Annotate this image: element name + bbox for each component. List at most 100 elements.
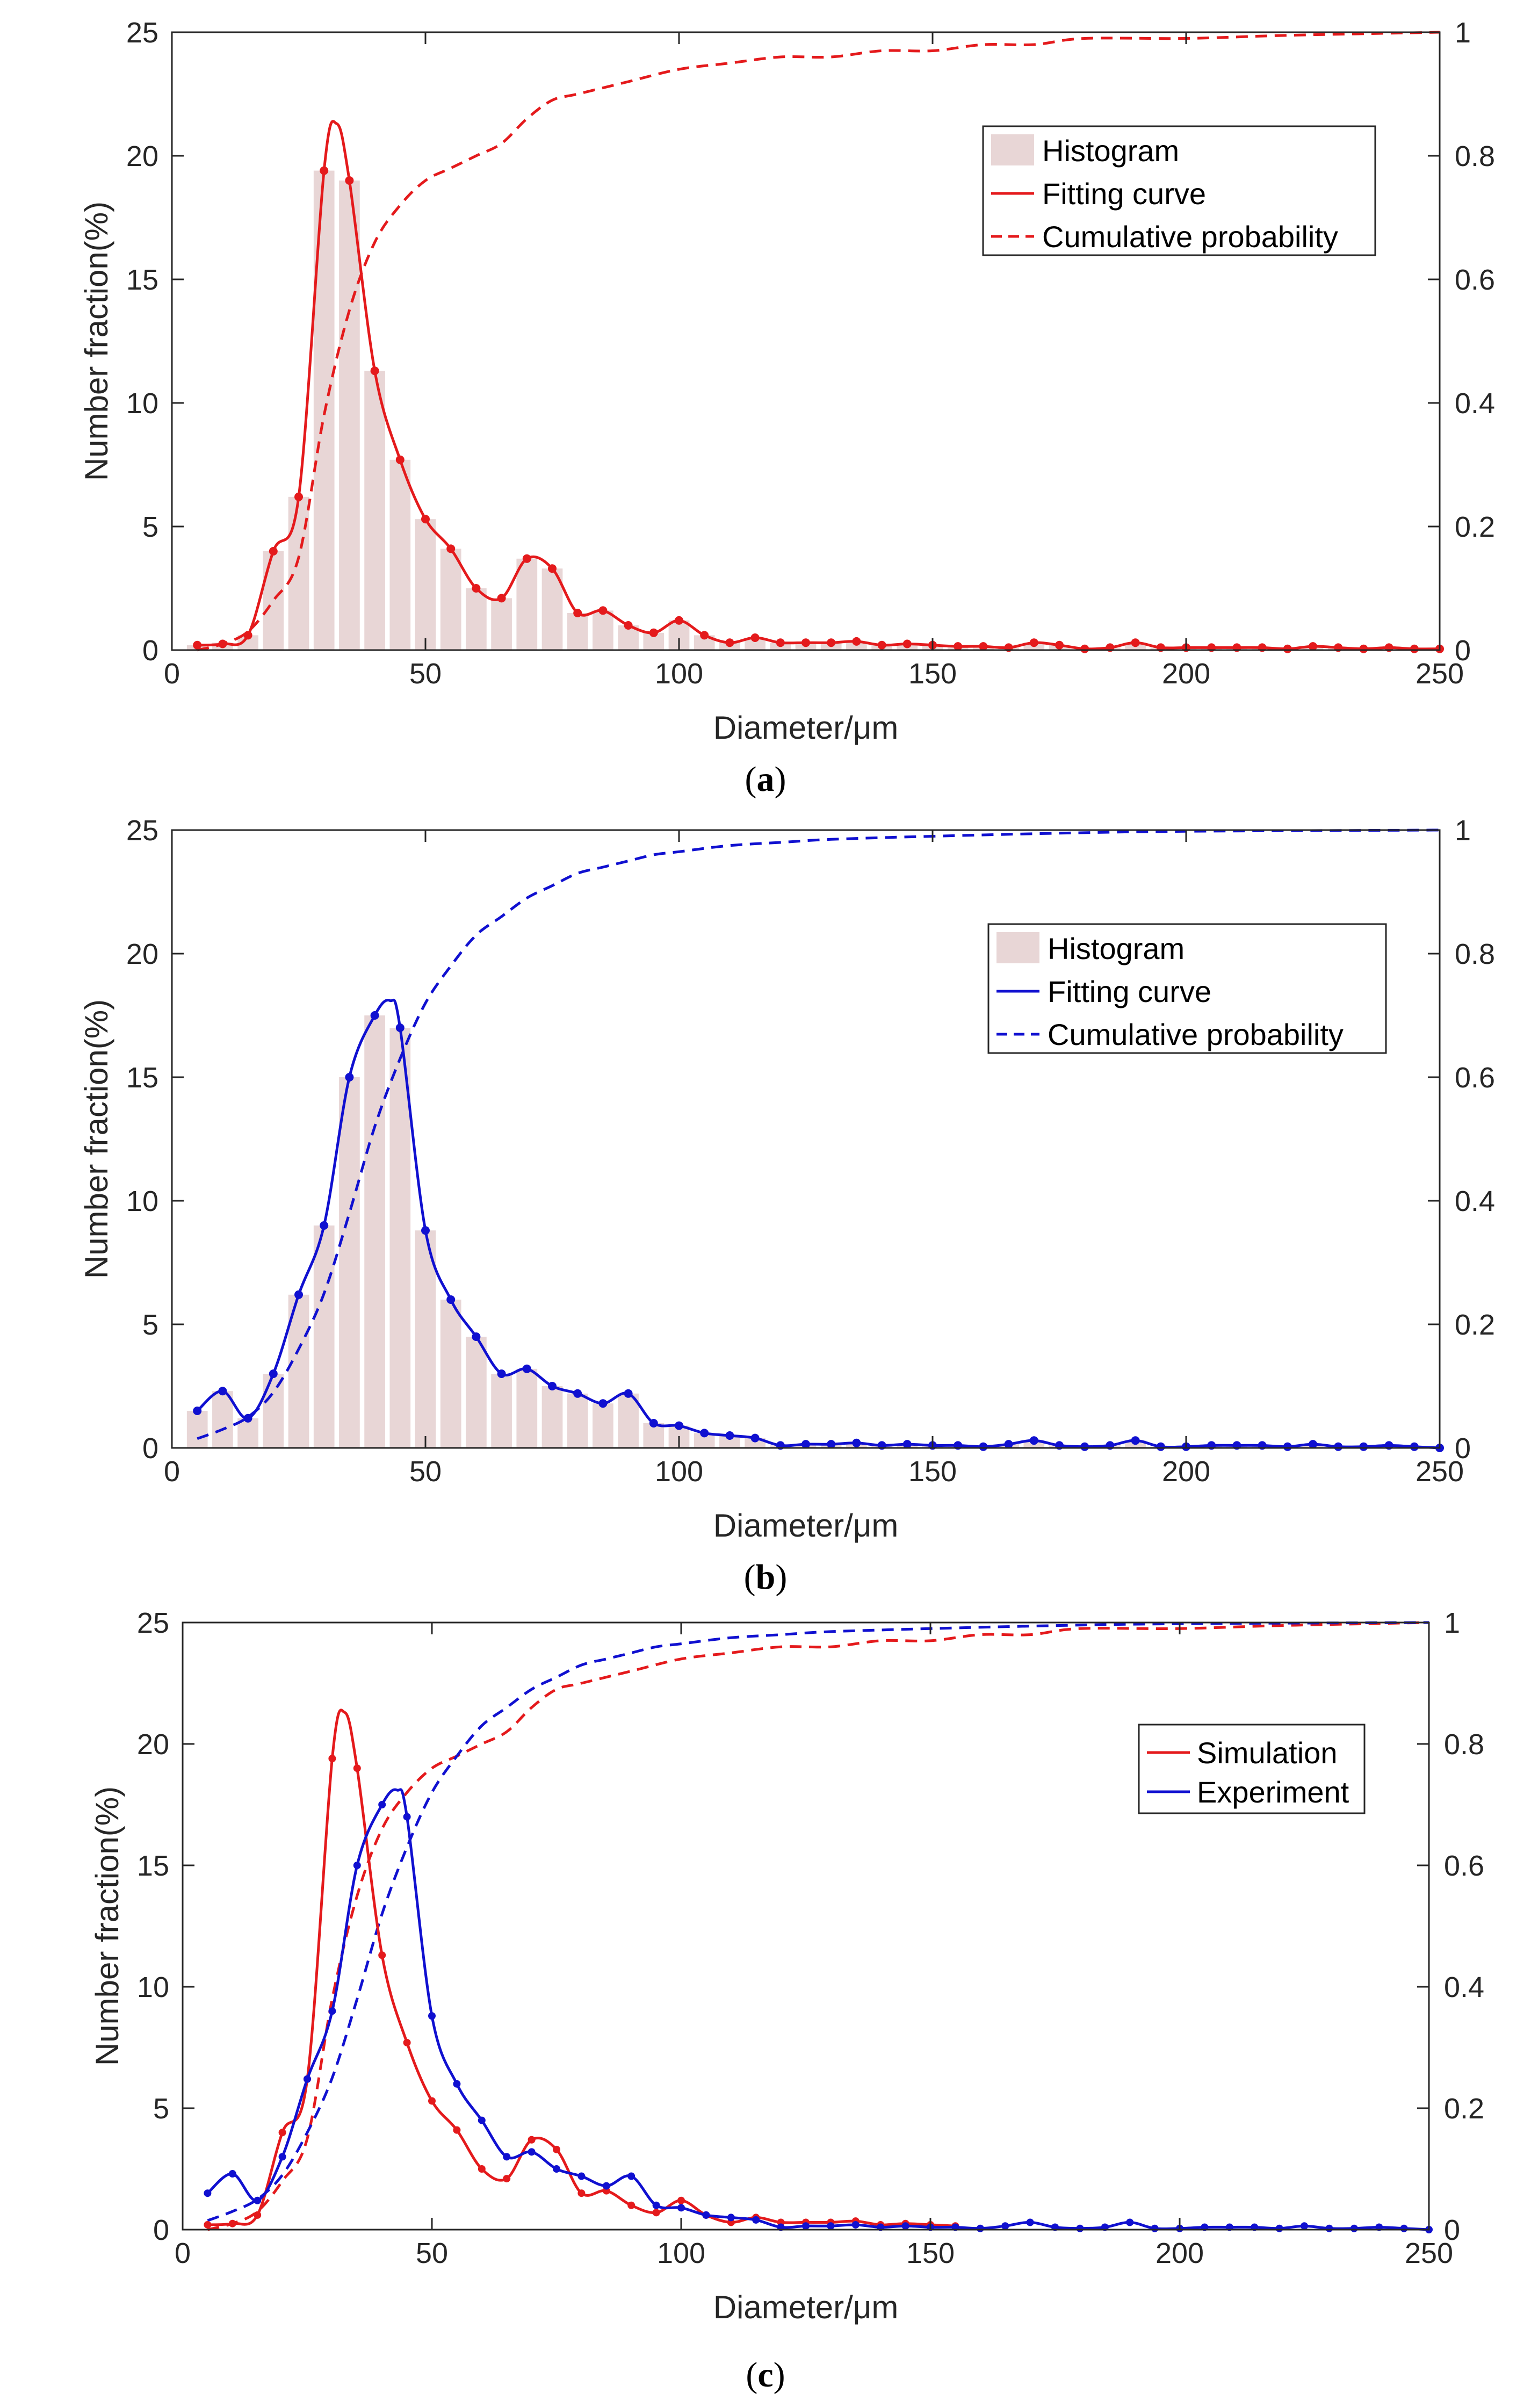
- y-tick-label: 15: [126, 1062, 158, 1094]
- fitting-curve-point: [801, 1440, 810, 1449]
- fitting-curve-point: [675, 616, 683, 625]
- fitting-curve-point: [345, 176, 354, 185]
- histogram-bar: [339, 181, 360, 650]
- panel-letter: c: [757, 2355, 773, 2395]
- fitting-curve-point: [750, 633, 760, 642]
- simulation-point: [553, 2145, 560, 2153]
- histogram-bar: [745, 638, 766, 650]
- y-tick-label: 25: [137, 1607, 169, 1639]
- experiment-point: [577, 2172, 586, 2180]
- y-tick-labels-c: 0 5 10 15 20 25: [137, 1607, 169, 2246]
- fitting-curve-point: [1080, 644, 1089, 653]
- fitting-curve-point: [421, 1226, 430, 1235]
- experiment-fitting-line: [206, 1788, 1429, 2231]
- plot-marks-a: [186, 31, 1444, 653]
- histogram-bar: [491, 1374, 512, 1448]
- y2-tick-label: 0.2: [1444, 2093, 1484, 2125]
- x-tick-label: 100: [655, 1455, 703, 1488]
- y2-tick-label: 0.4: [1455, 387, 1495, 420]
- experiment-point: [677, 2204, 685, 2212]
- histogram-bar: [364, 1015, 385, 1448]
- fitting-curve-point: [446, 1295, 456, 1304]
- x-tick-label: 250: [1416, 1455, 1464, 1488]
- y2-tick-label: 0.6: [1444, 1850, 1484, 1882]
- legend-label-experiment: Experiment: [1197, 1775, 1349, 1809]
- fitting-curve-point: [395, 1023, 405, 1032]
- fitting-curve-point: [852, 637, 861, 646]
- experiment-point: [851, 2220, 860, 2229]
- fitting-curve-point: [827, 1440, 836, 1449]
- histogram-bar: [516, 558, 538, 650]
- panel-paren: (: [746, 2355, 757, 2395]
- plot-frame-a: [171, 31, 1441, 651]
- experiment-point: [428, 2012, 436, 2020]
- panel-paren: (: [744, 1558, 756, 1597]
- fitting-curve-point: [395, 455, 405, 464]
- x-tick-label: 150: [906, 2237, 955, 2269]
- fitting-curve-point: [320, 1221, 329, 1230]
- experiment-point: [1001, 2222, 1009, 2230]
- x-tick-label: 0: [164, 1455, 180, 1488]
- simulation-point: [228, 2219, 236, 2227]
- y2-tick-label: 0: [1455, 1432, 1471, 1465]
- x-tick-label: 100: [655, 658, 703, 690]
- histogram-bar: [212, 1391, 233, 1448]
- y2-tick-label: 0.4: [1444, 1971, 1484, 2003]
- fitting-curve-point: [370, 1011, 379, 1020]
- legend-box: [982, 125, 1376, 256]
- experiment-point: [528, 2148, 536, 2156]
- experiment-point: [328, 2007, 336, 2015]
- histogram-bar: [263, 551, 284, 650]
- fitting-curve-point: [725, 1431, 734, 1440]
- x-tick-label: 0: [175, 2237, 191, 2269]
- y2-tick-label: 1: [1455, 814, 1471, 847]
- fitting-curve-point: [294, 1290, 303, 1299]
- y-tick-label: 25: [126, 17, 158, 49]
- fitting-curve-point: [497, 1369, 506, 1378]
- fitting-curve-point: [1283, 1442, 1292, 1451]
- fitting-curve-point: [573, 1389, 582, 1398]
- experiment-point: [353, 1862, 361, 1869]
- y2-tick-label: 0.2: [1455, 511, 1495, 543]
- cumulative-probability-line: [197, 31, 1440, 652]
- y-tick-label: 5: [142, 511, 158, 543]
- x-tick-label: 250: [1416, 658, 1464, 690]
- panel-paren: (: [745, 760, 757, 799]
- y-axis-label-a: Number fraction(%): [78, 201, 114, 481]
- fitting-curve-point: [472, 584, 481, 593]
- fitting-curve-point: [1309, 1440, 1317, 1449]
- experiment-point: [827, 2222, 835, 2230]
- experiment-point: [1151, 2224, 1159, 2232]
- fitting-curve-point: [1055, 640, 1064, 650]
- y2-tick-label: 0.4: [1455, 1185, 1495, 1217]
- simulation-point: [353, 1764, 361, 1772]
- x-tick-label: 100: [657, 2237, 705, 2269]
- x-tick-label: 0: [164, 658, 180, 690]
- fitting-curve-point: [421, 515, 430, 524]
- fitting-curve-point: [827, 638, 836, 647]
- y2-tick-label: 0.6: [1455, 264, 1495, 296]
- x-tick-labels-b: 0 50 100 150 200 250: [164, 1455, 1464, 1488]
- experiment-point: [1126, 2218, 1134, 2226]
- plot-frame-c: [182, 1621, 1430, 2231]
- fitting-curve-point: [1029, 1436, 1038, 1445]
- fitting-curve-point: [776, 638, 785, 647]
- histogram-bar: [541, 1386, 563, 1448]
- fitting-curve-point: [472, 1332, 481, 1341]
- x-axis-label-c: Diameter/μm: [713, 2289, 899, 2325]
- legend-c: Simulation Experiment: [1138, 1724, 1366, 1814]
- y-tick-label: 5: [153, 2093, 169, 2125]
- experiment-point: [976, 2224, 984, 2232]
- fitting-curve-point: [548, 564, 557, 573]
- y2-tick-label: 1: [1444, 1607, 1460, 1639]
- y2-tick-labels-c: 0 0.2 0.4 0.6 0.8 1: [1444, 1607, 1484, 2246]
- legend-swatch-histogram: [991, 134, 1034, 165]
- histogram-bar: [466, 1337, 487, 1448]
- histogram-bar: [389, 1028, 411, 1448]
- axis-ticks-a: [171, 31, 1441, 651]
- experiment-point: [627, 2172, 635, 2180]
- fitting-curve-point: [370, 366, 379, 376]
- fitting-curve-line: [197, 120, 1440, 651]
- x-axis-label-b: Diameter/μm: [713, 1508, 899, 1544]
